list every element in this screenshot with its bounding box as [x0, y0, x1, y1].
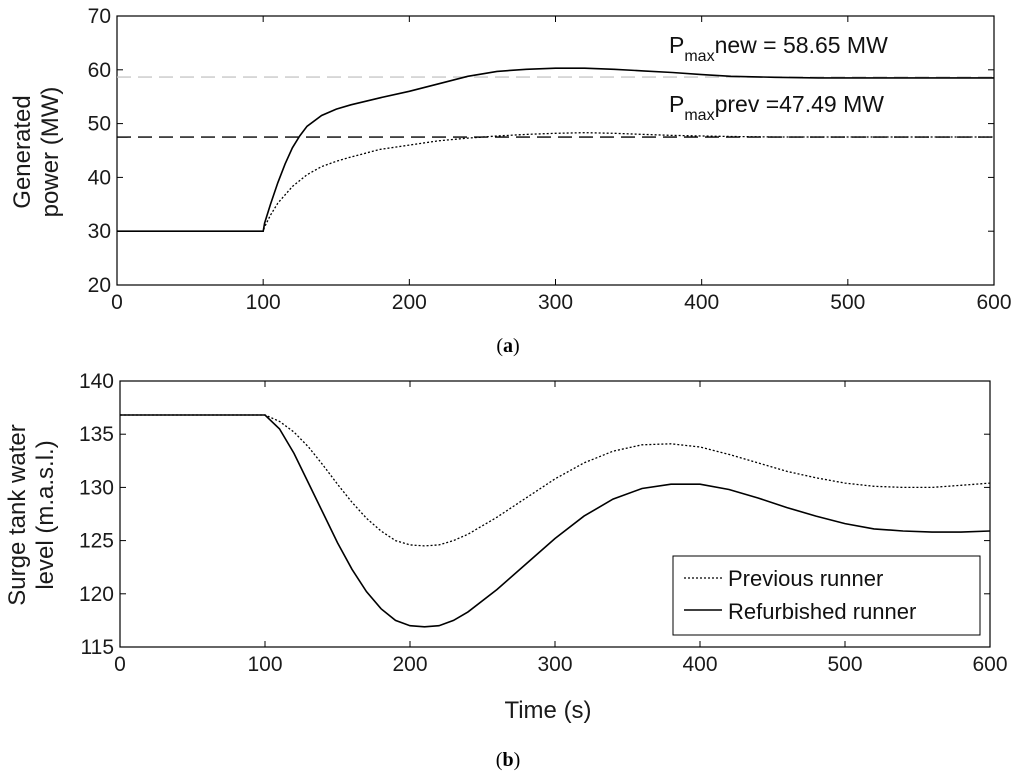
panel-a-ytick-label: 70 — [88, 5, 111, 28]
panel-b-ytick-label: 130 — [79, 476, 114, 499]
panel-b-xtick-label: 500 — [827, 653, 862, 676]
panel-a-xtick-label: 300 — [538, 291, 573, 314]
panel-a-ytick-label: 60 — [88, 59, 111, 82]
panel-a-xtick-label: 100 — [246, 291, 281, 314]
panel-b-ylabel-line1: Surge tank water — [4, 424, 31, 605]
panel-a-xtick-label: 600 — [976, 291, 1011, 314]
panel-b-xtick-label: 0 — [114, 653, 126, 676]
panel-b-series-previous-runner — [120, 414, 991, 547]
panel-b-ytick-label: 115 — [81, 636, 114, 659]
panel-b-ytick-label: 135 — [79, 423, 114, 446]
panel-a-ytick-label: 20 — [88, 274, 111, 297]
panel-a-axes: 0 100 200 300 400 500 600 20 30 40 50 60 70 — [88, 5, 1012, 314]
panel-a-chart: 0 100 200 300 400 500 600 20 30 40 50 60 70 Generate… — [9, 5, 1012, 357]
panel-a-xtick-label: 0 — [111, 291, 123, 314]
panel-a-xtick-label: 400 — [684, 291, 719, 314]
panel-b-xtick-label: 100 — [247, 653, 282, 676]
panel-b-label: (b) — [496, 749, 520, 771]
panel-b-xtick-label: 300 — [537, 653, 572, 676]
legend-label-refurbished-runner: Refurbished runner — [728, 599, 916, 624]
panel-b-ytick-label: 120 — [79, 583, 114, 606]
panel-b-xtick-label: 600 — [972, 653, 1007, 676]
annotation-pmax-prev: Pmaxprev =47.49 MW — [669, 91, 884, 124]
panel-a-ytick-label: 50 — [88, 113, 111, 136]
panel-a-xtick-label: 500 — [830, 291, 865, 314]
panel-b-series-refurbished-runner — [120, 414, 991, 628]
legend-label-previous-runner: Previous runner — [728, 566, 883, 591]
panel-b-ytick-label: 125 — [79, 530, 114, 553]
panel-b-ylabel-line2: level (m.a.s.l.) — [32, 440, 59, 589]
panel-a-ytick-label: 30 — [88, 220, 111, 243]
panel-a-series-refurbished-runner — [117, 67, 994, 232]
panel-a-ylabel-line2: power (MW) — [37, 87, 64, 218]
panel-a-series-previous-runner — [117, 132, 994, 232]
panel-b-xtick-label: 400 — [682, 653, 717, 676]
legend: Previous runner Refurbished runner — [672, 555, 981, 636]
panel-a-xtick-label: 200 — [392, 291, 427, 314]
panel-b-chart: 0 100 200 300 400 500 600 115 120 125 130 135 140 Su… — [4, 370, 1008, 771]
annotation-pmax-new: Pmaxnew = 58.65 MW — [669, 32, 888, 65]
panel-b-xlabel: Time (s) — [504, 697, 591, 724]
panel-a-series — [117, 67, 994, 232]
legend-box — [672, 555, 981, 636]
panel-b-series — [120, 414, 991, 628]
panel-b-xtick-label: 200 — [392, 653, 427, 676]
panel-a-label: (a) — [496, 335, 519, 357]
panel-a-ytick-label: 40 — [88, 166, 111, 189]
panel-a-ylabel-line1: Generated — [9, 95, 36, 208]
panel-b-axes: 0 100 200 300 400 500 600 115 120 125 130 135 140 — [79, 370, 1008, 676]
panel-b-ytick-label: 140 — [79, 370, 114, 393]
